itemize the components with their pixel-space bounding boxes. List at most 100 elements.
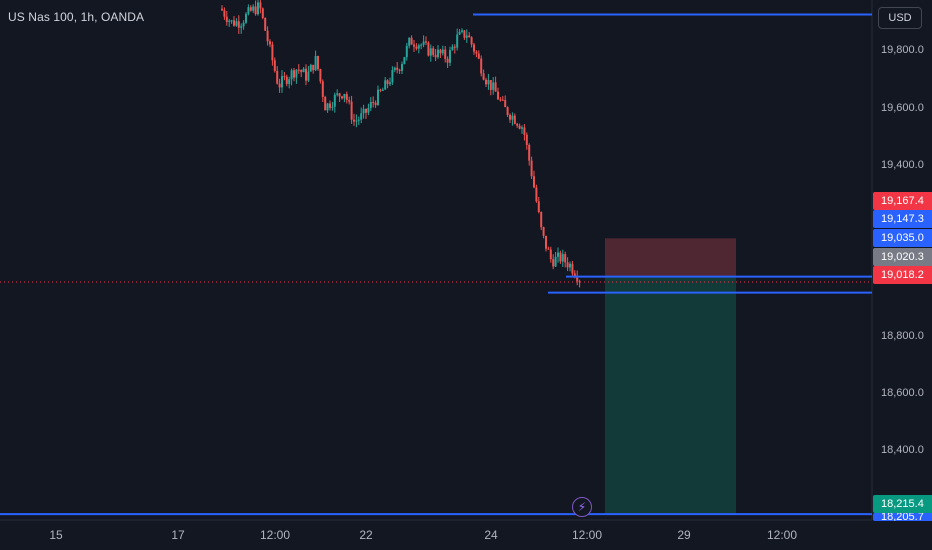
- candle-body: [237, 21, 240, 28]
- candle-body: [312, 64, 315, 71]
- candle-body: [432, 48, 435, 55]
- symbol-title[interactable]: US Nas 100, 1h, OANDA: [8, 10, 145, 24]
- position-zones[interactable]: [605, 238, 736, 515]
- candle-body: [273, 60, 276, 71]
- candle-body: [485, 79, 487, 85]
- candle-body: [535, 187, 538, 202]
- price-tick-18800: 18,800.0: [881, 330, 924, 342]
- candle-body: [569, 263, 571, 268]
- candle-body: [480, 58, 483, 74]
- candle-body: [557, 252, 559, 257]
- candle-body: [367, 107, 370, 113]
- candle-body: [453, 46, 456, 48]
- candle-body: [300, 70, 303, 73]
- candle-body: [473, 44, 475, 52]
- candle-body: [336, 93, 339, 95]
- candle-body: [230, 20, 233, 22]
- candle-body: [552, 259, 555, 267]
- candle-body: [492, 82, 495, 90]
- currency-button[interactable]: USD: [878, 7, 922, 29]
- candle-body: [261, 8, 264, 18]
- candle-body: [278, 83, 281, 88]
- candle-body: [545, 235, 547, 249]
- candle-body: [559, 252, 562, 262]
- candle-body: [355, 120, 358, 122]
- candle-body: [326, 103, 329, 111]
- candle-body: [501, 99, 504, 101]
- candle-body: [333, 94, 336, 107]
- candle-body: [281, 76, 283, 88]
- candle-body: [439, 49, 442, 54]
- candle-body: [437, 49, 439, 58]
- candle-body: [509, 114, 511, 120]
- time-tick-12-00-a: 12:00: [259, 528, 291, 542]
- candle-body: [264, 17, 267, 31]
- candle-body: [446, 58, 449, 63]
- candle-body: [528, 144, 531, 161]
- candle-body: [252, 6, 255, 11]
- candle-body: [329, 103, 331, 108]
- candle-body: [235, 21, 238, 26]
- candle-body: [386, 80, 389, 85]
- candle-body: [249, 7, 252, 11]
- candle-body: [319, 69, 322, 82]
- candle-body: [377, 89, 379, 105]
- candle-body: [506, 107, 509, 115]
- candle-body: [465, 35, 468, 38]
- candle-body: [410, 37, 413, 45]
- candle-body: [408, 37, 411, 46]
- candle-body: [533, 176, 535, 188]
- candle-body: [384, 80, 387, 90]
- candle-body: [576, 276, 579, 282]
- last-price-badge: 19,018.2: [873, 266, 932, 284]
- candle-body: [353, 119, 355, 122]
- candle-body: [561, 254, 564, 262]
- candle-body: [564, 254, 567, 263]
- stop-zone[interactable]: [605, 238, 736, 277]
- candle-body: [305, 68, 307, 81]
- time-tick-17: 17: [171, 528, 185, 542]
- candle-body: [525, 134, 528, 145]
- candle-body: [254, 6, 257, 15]
- candle-body: [259, 2, 262, 9]
- time-tick-29: 29: [677, 528, 691, 542]
- candle-body: [521, 127, 523, 129]
- candle-body: [511, 115, 514, 120]
- time-tick-22: 22: [359, 528, 373, 542]
- bottom-cut-badge: 18,205.7: [873, 513, 932, 521]
- candle-body: [425, 41, 427, 43]
- stop-price-badge: 19,167.4: [873, 192, 932, 210]
- lightning-icon[interactable]: ⚡: [572, 497, 592, 517]
- candle-body: [245, 13, 247, 23]
- candle-body: [379, 89, 382, 91]
- candle-body: [360, 113, 363, 120]
- candle-body: [240, 26, 243, 28]
- price-tick-18400: 18,400.0: [881, 444, 924, 456]
- candle-body: [357, 119, 360, 121]
- candle-body: [516, 123, 519, 126]
- candle-body: [461, 30, 463, 32]
- candle-body: [290, 70, 293, 80]
- candle-body: [338, 93, 341, 97]
- horizontal-lines[interactable]: [0, 13, 872, 516]
- candle-body: [293, 70, 295, 78]
- candle-body: [314, 56, 317, 71]
- candle-body: [247, 7, 250, 14]
- candle-body: [434, 54, 437, 58]
- candle-body: [444, 49, 447, 59]
- candle-body: [343, 94, 346, 99]
- candle-body: [441, 49, 444, 54]
- candle-body: [497, 91, 499, 100]
- candle-body: [345, 94, 348, 101]
- candle-body: [513, 115, 516, 124]
- target-zone[interactable]: [605, 276, 736, 515]
- candle-body: [451, 46, 454, 51]
- candle-body: [413, 44, 415, 47]
- candle-body: [542, 227, 545, 236]
- candle-body: [401, 64, 403, 71]
- candle-body: [221, 8, 223, 11]
- candle-body: [223, 10, 226, 17]
- candle-body: [393, 67, 396, 71]
- candle-body: [578, 281, 581, 283]
